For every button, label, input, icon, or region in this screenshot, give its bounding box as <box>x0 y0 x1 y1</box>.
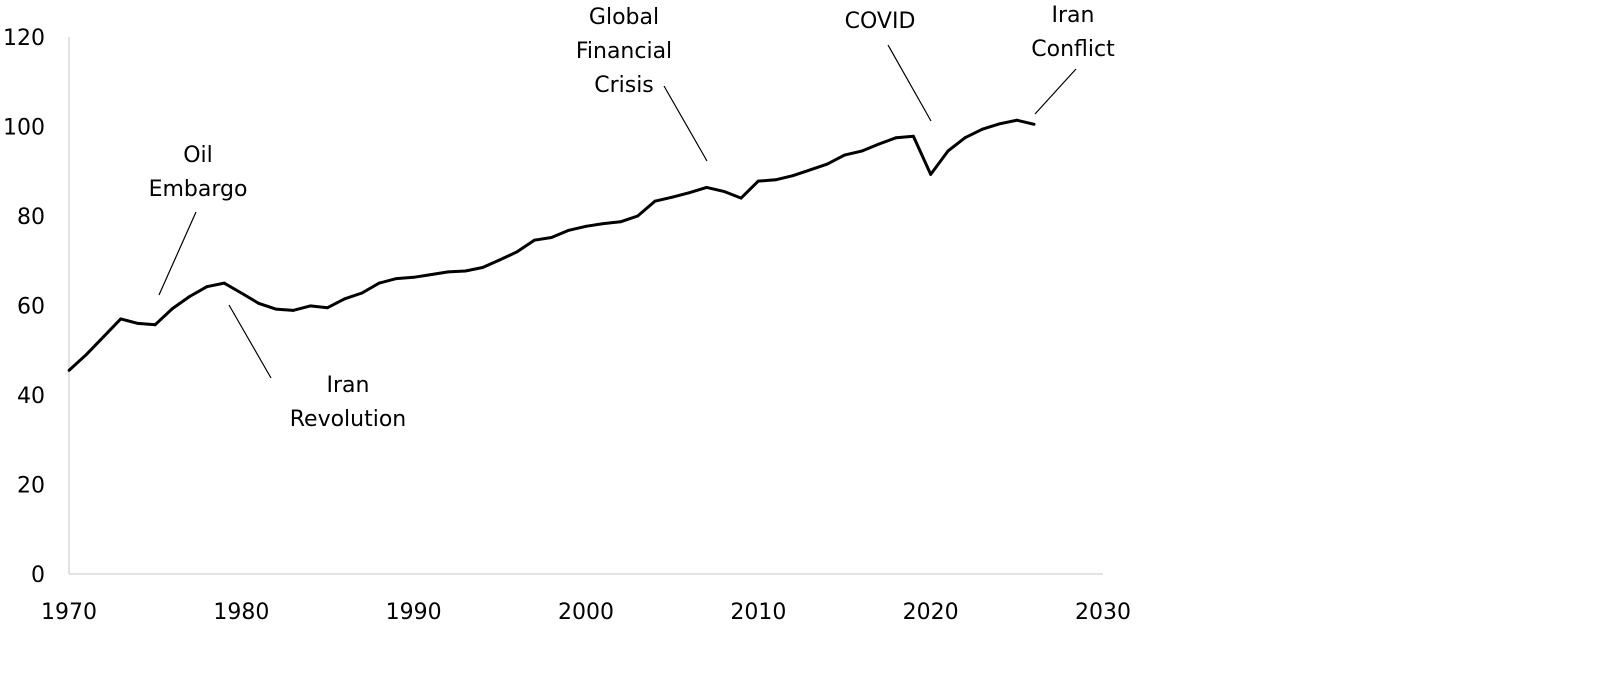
data-point <box>946 149 950 153</box>
annotation-label: COVID <box>845 9 916 34</box>
annotation-covid: COVID <box>845 9 932 122</box>
data-point <box>239 291 243 295</box>
data-point <box>825 162 829 166</box>
x-tick-label: 1990 <box>386 600 442 625</box>
annotation-label: Revolution <box>290 407 407 432</box>
data-point <box>84 353 88 357</box>
annotation-global-financial-crisis: Global Financial Crisis <box>576 5 708 162</box>
data-point <box>981 127 984 131</box>
data-point <box>171 307 174 310</box>
y-tick-label: 60 <box>17 295 45 320</box>
data-point <box>1032 122 1036 126</box>
x-tick-label: 2030 <box>1075 600 1131 625</box>
data-point <box>860 149 864 153</box>
x-tick-label: 2010 <box>730 600 786 625</box>
data-point <box>636 214 640 218</box>
data-point <box>291 309 295 312</box>
data-point <box>153 323 157 327</box>
data-point <box>894 136 898 140</box>
data-point <box>808 168 812 172</box>
data-point <box>498 258 502 262</box>
data-point <box>1015 118 1019 122</box>
data-point <box>446 270 450 274</box>
data-point <box>257 301 260 305</box>
data-point <box>532 238 536 242</box>
data-point <box>343 297 347 301</box>
data-point <box>395 277 398 280</box>
y-tick-label: 40 <box>17 384 45 409</box>
x-tick-label: 2000 <box>558 600 614 625</box>
annotation-oil-embargo: Oil Embargo <box>149 143 248 296</box>
data-point <box>274 307 278 311</box>
annotation-label: Conflict <box>1031 37 1115 62</box>
data-point <box>412 275 416 279</box>
annotation-leader <box>158 211 197 296</box>
data-point <box>877 142 881 146</box>
y-tick-label: 20 <box>17 474 45 499</box>
data-point <box>567 228 571 232</box>
data-point <box>929 173 933 176</box>
data-point <box>119 317 123 321</box>
y-tick-label: 0 <box>31 563 45 588</box>
data-point <box>102 335 105 339</box>
annotation-label: Global <box>589 5 659 30</box>
data-point <box>688 191 691 195</box>
annotation-leader <box>887 44 932 122</box>
data-point <box>722 190 726 193</box>
data-point <box>481 266 484 269</box>
data-point <box>188 295 192 298</box>
y-tick-label: 100 <box>3 116 45 141</box>
annotation-label: Oil <box>183 143 213 168</box>
data-point <box>756 179 760 183</box>
x-tick-labels: 1970 1980 1990 2000 2010 2020 2030 <box>41 600 1131 625</box>
data-point <box>136 322 140 325</box>
data-point <box>963 136 967 140</box>
data-point <box>912 134 915 138</box>
data-point <box>619 220 622 224</box>
data-points <box>67 118 1036 372</box>
annotation-leader <box>1034 68 1077 115</box>
data-point <box>464 269 467 273</box>
data-point <box>705 186 708 189</box>
annotation-label: Embargo <box>149 177 248 202</box>
series-line <box>67 118 1035 372</box>
x-tick-label: 1970 <box>41 600 97 625</box>
data-point <box>791 174 795 178</box>
data-point <box>774 178 777 182</box>
annotation-leader <box>228 304 272 379</box>
data-point <box>515 250 519 254</box>
annotation-label: Financial <box>576 39 672 64</box>
data-point <box>601 222 605 226</box>
x-tick-label: 2020 <box>903 600 959 625</box>
annotation-iran-revolution: Iran Revolution <box>228 304 407 432</box>
data-point <box>843 153 846 157</box>
data-point <box>222 281 226 285</box>
data-point <box>377 281 381 285</box>
y-tick-label: 80 <box>17 205 45 230</box>
annotation-label: Iran <box>1052 3 1095 28</box>
data-point <box>326 306 329 310</box>
data-point <box>998 122 1001 126</box>
data-point <box>360 291 364 295</box>
data-point <box>429 273 433 276</box>
data-point <box>308 304 312 308</box>
annotation-label: Crisis <box>594 73 654 98</box>
data-point <box>653 199 657 203</box>
annotation-leader <box>663 85 708 162</box>
annotation-label: Iran <box>327 373 370 398</box>
data-point <box>67 369 71 372</box>
annotation-iran-conflict: Iran Conflict <box>1031 3 1115 115</box>
data-point <box>550 236 553 239</box>
data-point <box>670 195 674 199</box>
data-point <box>739 196 743 200</box>
x-tick-label: 1980 <box>213 600 269 625</box>
data-point <box>205 285 209 289</box>
y-tick-labels: 0 20 40 60 80 100 120 <box>3 26 45 588</box>
y-tick-label: 120 <box>3 26 45 51</box>
data-point <box>584 224 588 228</box>
